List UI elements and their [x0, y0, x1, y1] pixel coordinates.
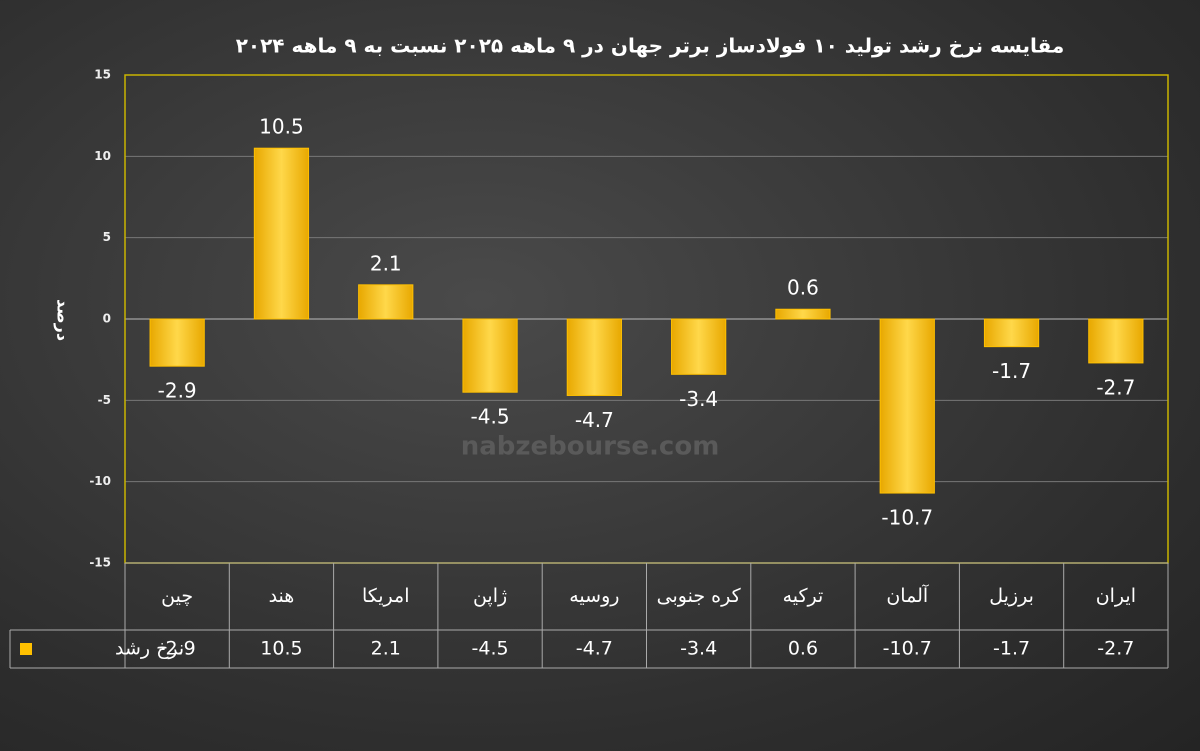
table-value: -3.4: [680, 638, 717, 660]
x-tick-label: آلمان: [886, 583, 929, 607]
y-tick-label: -15: [89, 556, 111, 570]
data-label: -4.7: [575, 408, 614, 432]
y-tick-label: 15: [94, 68, 111, 82]
y-tick-label: -10: [89, 474, 111, 488]
bar: [879, 318, 935, 494]
data-label: 0.6: [787, 276, 819, 300]
data-label: -3.4: [679, 387, 718, 411]
bar: [1088, 318, 1144, 364]
x-tick-label: روسیه: [569, 585, 619, 607]
bar: [566, 318, 622, 396]
bar: [671, 318, 727, 375]
table-value: -2.9: [159, 638, 196, 660]
data-label: -10.7: [881, 506, 933, 530]
data-label: 10.5: [259, 115, 304, 139]
x-tick-label: ایران: [1096, 585, 1136, 607]
table-value: -4.5: [472, 638, 509, 660]
table-value: -4.7: [576, 638, 613, 660]
y-axis-label: درصد: [54, 299, 73, 341]
x-tick-label: ژاپن: [473, 585, 507, 607]
x-tick-label: چین: [161, 585, 193, 607]
watermark: nabzebourse.com: [461, 432, 720, 462]
bar: [983, 318, 1040, 348]
legend-swatch: [20, 643, 32, 655]
y-tick-label: 0: [103, 312, 111, 326]
x-tick-label: هند: [269, 585, 295, 607]
bar: [462, 318, 518, 393]
y-tick-label: 10: [94, 149, 111, 163]
x-tick-label: کره جنوبی: [657, 585, 742, 607]
table-value: 0.6: [788, 638, 818, 660]
table-value: -2.7: [1097, 638, 1134, 660]
x-tick-label: برزیل: [989, 585, 1034, 607]
data-label: -1.7: [992, 359, 1031, 383]
y-tick-label: -5: [98, 393, 111, 407]
data-label: -2.9: [158, 379, 197, 403]
table-value: -1.7: [993, 638, 1030, 660]
bar: [253, 147, 310, 320]
bar: [149, 318, 205, 367]
table-value: 2.1: [371, 638, 401, 660]
data-label: -2.7: [1096, 375, 1135, 399]
data-label: 2.1: [370, 251, 402, 275]
table-value: 10.5: [260, 638, 302, 660]
data-label: -4.5: [471, 405, 510, 429]
x-tick-label: ترکیه: [783, 585, 824, 607]
bar: [775, 308, 831, 320]
x-tick-label: امریکا: [362, 585, 410, 607]
legend-label: نرخ رشد: [115, 638, 184, 660]
bar: [358, 284, 414, 320]
table-value: -10.7: [883, 638, 932, 660]
y-tick-label: 5: [103, 230, 111, 244]
chart-title: مقایسه نرخ رشد تولید ۱۰ فولادساز برتر جه…: [236, 34, 1065, 58]
